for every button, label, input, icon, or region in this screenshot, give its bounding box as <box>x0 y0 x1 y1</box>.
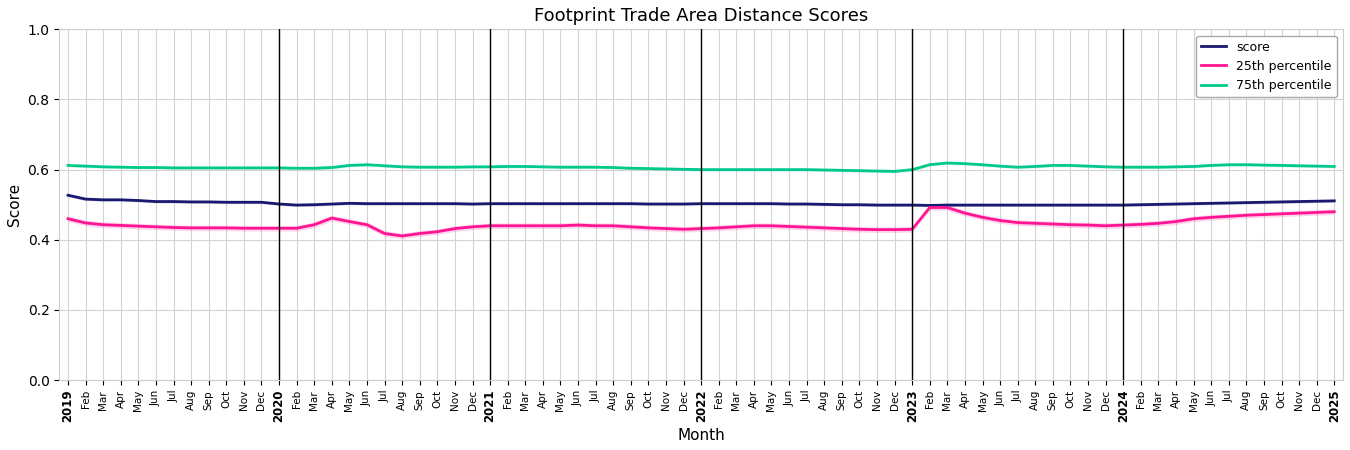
score <box>1326 198 1342 203</box>
Line: score: score <box>68 195 1334 205</box>
25th percentile <box>1150 220 1166 226</box>
score <box>342 201 358 206</box>
Line: 75th percentile: 75th percentile <box>68 163 1334 171</box>
Line: 25th percentile: 25th percentile <box>68 207 1334 236</box>
25th percentile <box>59 216 76 221</box>
score <box>922 202 938 208</box>
score <box>1133 202 1149 207</box>
Title: Footprint Trade Area Distance Scores: Footprint Trade Area Distance Scores <box>535 7 868 25</box>
Legend: score, 25th percentile, 75th percentile: score, 25th percentile, 75th percentile <box>1196 36 1336 97</box>
75th percentile <box>59 163 76 168</box>
25th percentile <box>1238 212 1254 218</box>
score <box>693 201 709 207</box>
score <box>1220 200 1237 206</box>
75th percentile <box>1185 164 1202 169</box>
25th percentile <box>1185 216 1202 221</box>
score <box>482 201 498 207</box>
score <box>1168 201 1184 207</box>
75th percentile <box>482 164 498 170</box>
Y-axis label: Score: Score <box>7 183 22 226</box>
25th percentile <box>922 205 938 210</box>
75th percentile <box>940 160 956 166</box>
75th percentile <box>1326 164 1342 169</box>
75th percentile <box>342 163 358 168</box>
25th percentile <box>342 219 358 224</box>
25th percentile <box>394 233 410 238</box>
75th percentile <box>693 167 709 172</box>
score <box>59 193 76 198</box>
75th percentile <box>1238 162 1254 167</box>
25th percentile <box>710 225 726 230</box>
25th percentile <box>500 223 516 229</box>
75th percentile <box>887 169 903 174</box>
25th percentile <box>1326 209 1342 215</box>
75th percentile <box>1150 164 1166 170</box>
X-axis label: Month: Month <box>678 428 725 443</box>
